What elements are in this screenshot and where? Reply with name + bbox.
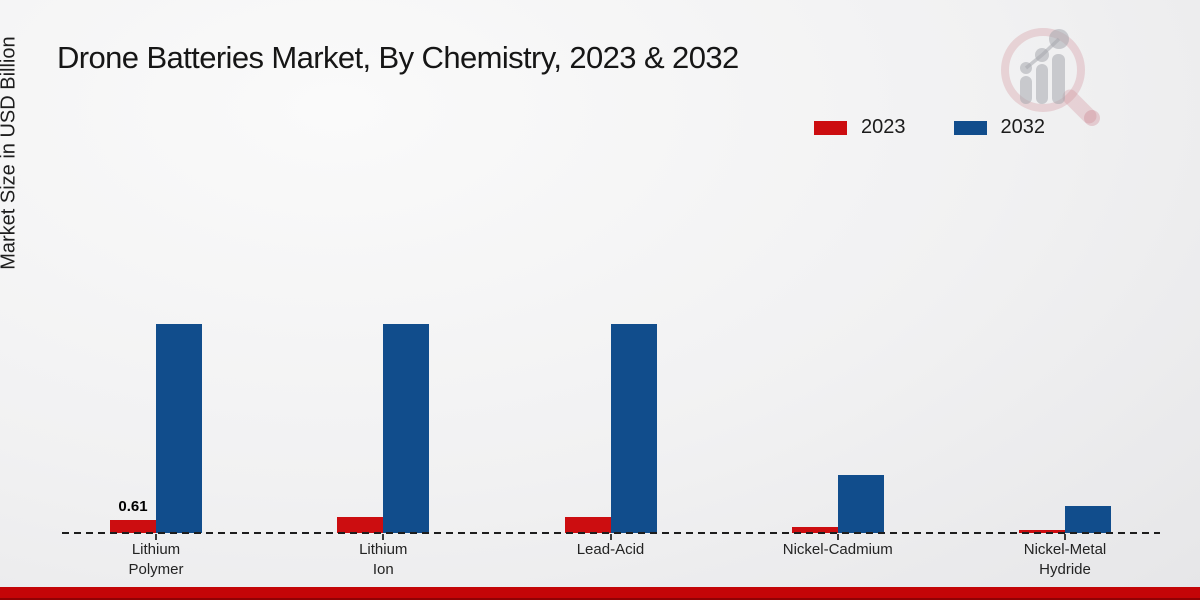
watermark-ring [1001,28,1100,126]
bar-2023-4 [791,527,838,533]
category-label-lithium-polymer: Lithium Polymer [128,541,184,578]
y-axis-title: Market Size in USD Billion [0,36,20,270]
bar-2032-5 [1065,506,1111,533]
x-axis-tick [1064,534,1066,540]
legend-item-2032: 2032 [953,116,1046,139]
legend-item-2023: 2023 [814,116,906,139]
bar-2023-2 [337,517,384,533]
legend-swatch-2023 [814,120,847,135]
bar-group-lithium-ion: Lithium Ion [337,0,430,578]
bar-2032-4 [837,475,884,533]
bar-2023-3 [564,517,611,533]
x-axis-tick [836,534,839,540]
bar-group-nickel-metal-hydride: Nickel-Metal Hydride [1019,0,1111,578]
bar-2032-2 [383,324,430,533]
legend-label-2032: 2032 [1000,116,1046,138]
category-label-lithium-ion: Lithium Ion [359,541,408,578]
plot-area: 0.61 Lithium Polymer Lithium Ion Lead-Acid Nic… [62,0,1160,578]
bar-2023-5 [1019,530,1065,533]
category-label-nickel-cadmium: Nickel-Cadmium [782,541,893,558]
category-label-lead-acid: Lead-Acid [576,541,645,558]
magnifier-barchart-logo-watermark [1001,28,1100,126]
bar-2023-1 [110,520,156,533]
chart-title: Drone Batteries Market, By Chemistry, 20… [57,40,739,75]
footer-brand-bar [0,587,1200,600]
category-label-nickel-metal-hydride: Nickel-Metal Hydride [1023,541,1107,578]
bar-2032-3 [610,324,657,533]
bar-group-nickel-cadmium: Nickel-Cadmium [783,0,893,558]
x-axis-tick [155,534,157,540]
legend-swatch-2032 [953,120,987,135]
x-axis-dashed-baseline [62,532,1160,534]
watermark-bars [1020,29,1069,104]
bar-2032-1 [156,324,202,533]
legend-label-2023: 2023 [861,116,906,138]
x-axis-tick [382,534,385,540]
bar-group-lithium-polymer: 0.61 Lithium Polymer [110,0,202,578]
bar-group-lead-acid: Lead-Acid [564,0,657,558]
value-label-2023: 0.61 [118,498,148,515]
legend: 2023 2032 [814,116,1045,139]
x-axis-tick [609,534,612,540]
